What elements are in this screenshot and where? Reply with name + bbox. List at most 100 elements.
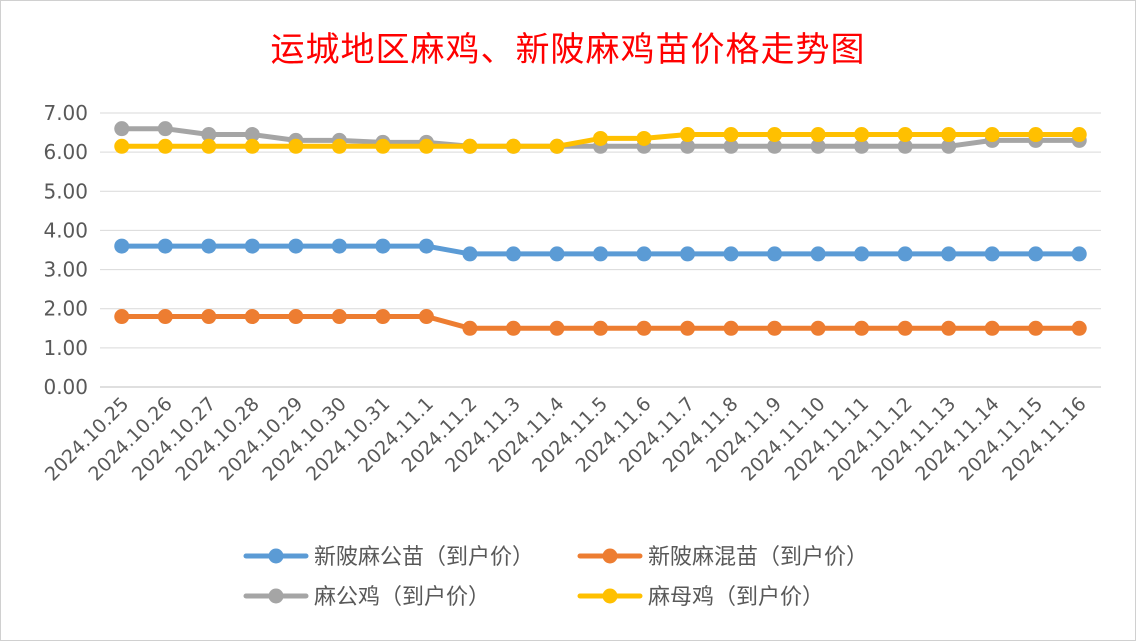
data-point (810, 138, 826, 154)
legend-swatch-marker (602, 548, 618, 564)
legend-swatch-marker (268, 548, 284, 564)
legend-label: 麻公鸡（到户价） (314, 585, 490, 610)
data-point (593, 130, 608, 146)
data-point (157, 309, 173, 325)
legend-label: 麻母鸡（到户价） (648, 585, 824, 610)
data-point (854, 246, 870, 262)
data-point (201, 309, 217, 325)
y-tick-label: 0.00 (43, 375, 88, 399)
data-point (941, 127, 957, 143)
data-point (418, 309, 434, 325)
data-point (680, 320, 696, 336)
data-point (1028, 246, 1044, 262)
data-point (201, 127, 217, 143)
data-point (810, 320, 826, 336)
data-point (680, 246, 696, 262)
data-point (375, 138, 391, 154)
data-point (331, 138, 347, 154)
data-point (723, 138, 739, 154)
data-point (418, 138, 434, 154)
y-axis: 0.00 1.00 2.00 3.00 4.00 5.00 6.00 7.00 (43, 101, 88, 399)
legend-swatch-marker (602, 588, 618, 604)
data-point (593, 246, 608, 262)
data-point (505, 246, 521, 262)
data-point (1071, 320, 1087, 336)
data-point (897, 138, 913, 154)
data-point (288, 309, 304, 325)
data-point (375, 309, 391, 325)
data-point (157, 138, 173, 154)
data-point (984, 127, 1000, 143)
data-point (462, 138, 478, 154)
data-point (331, 309, 347, 325)
data-point (114, 309, 130, 325)
data-point (636, 130, 652, 146)
data-point (288, 138, 304, 154)
data-point (505, 320, 521, 336)
data-point (593, 320, 608, 336)
data-point (636, 320, 652, 336)
data-point (157, 121, 173, 137)
data-point (680, 138, 696, 154)
chart-title: 运城地区麻鸡、新陂麻鸡苗价格走势图 (270, 30, 866, 70)
data-point (244, 127, 260, 143)
data-point (1071, 246, 1087, 262)
data-point (244, 238, 260, 254)
data-point (810, 127, 826, 143)
data-point (549, 320, 565, 336)
data-point (1071, 127, 1087, 143)
data-point (288, 238, 304, 254)
y-tick-label: 2.00 (43, 297, 88, 321)
data-point (1028, 320, 1044, 336)
data-point (114, 138, 130, 154)
legend-swatch-marker (268, 588, 284, 604)
legend: 新陂麻公苗（到户价） 新陂麻混苗（到户价） 麻公鸡（到户价） 麻母鸡（到户价） (243, 545, 868, 610)
x-axis: 2024.10.252024.10.262024.10.272024.10.28… (41, 393, 1091, 485)
data-point (767, 246, 783, 262)
data-point (505, 138, 521, 154)
data-point (549, 138, 565, 154)
data-point (897, 127, 913, 143)
data-point (244, 138, 260, 154)
y-tick-label: 1.00 (43, 336, 88, 360)
data-point (418, 238, 434, 254)
data-point (767, 138, 783, 154)
data-point (723, 320, 739, 336)
y-tick-label: 6.00 (43, 140, 88, 164)
data-point (941, 138, 957, 154)
data-point (723, 127, 739, 143)
data-point (897, 246, 913, 262)
y-tick-label: 7.00 (43, 101, 88, 125)
data-point (1028, 127, 1044, 143)
data-point (201, 138, 217, 154)
data-point (941, 246, 957, 262)
data-point (244, 309, 260, 325)
data-point (854, 320, 870, 336)
data-point (767, 127, 783, 143)
data-point (854, 138, 870, 154)
data-point (549, 246, 565, 262)
series-group (114, 121, 1087, 336)
data-point (114, 238, 130, 254)
data-point (984, 320, 1000, 336)
legend-label: 新陂麻混苗（到户价） (648, 545, 868, 570)
data-point (375, 238, 391, 254)
data-point (114, 121, 130, 137)
data-point (723, 246, 739, 262)
data-point (767, 320, 783, 336)
data-point (680, 127, 696, 143)
data-point (941, 320, 957, 336)
data-point (462, 246, 478, 262)
y-tick-label: 5.00 (43, 179, 88, 203)
data-point (462, 320, 478, 336)
data-point (636, 246, 652, 262)
y-tick-label: 3.00 (43, 258, 88, 282)
data-point (331, 238, 347, 254)
data-point (854, 127, 870, 143)
data-point (157, 238, 173, 254)
data-point (810, 246, 826, 262)
data-point (201, 238, 217, 254)
legend-label: 新陂麻公苗（到户价） (314, 545, 534, 570)
